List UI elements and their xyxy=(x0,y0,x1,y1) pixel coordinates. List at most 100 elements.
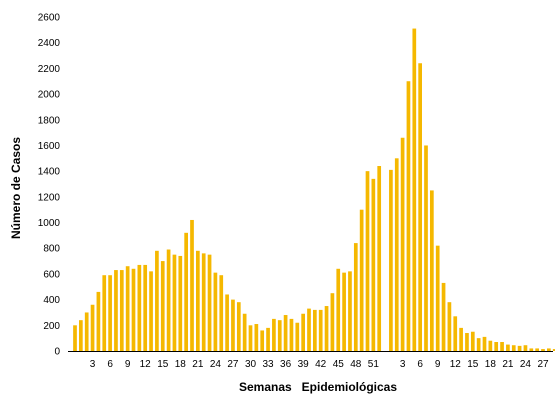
bar xyxy=(207,254,212,351)
bar xyxy=(371,178,376,351)
bar xyxy=(430,190,434,351)
y-tick-label: 400 xyxy=(43,295,60,306)
bar xyxy=(523,345,528,351)
bar xyxy=(529,348,534,351)
x-tick-label: 3 xyxy=(400,359,406,370)
x-tick-label: 12 xyxy=(140,359,152,370)
bar xyxy=(365,171,370,351)
bar xyxy=(295,322,300,351)
bar xyxy=(125,266,130,351)
y-tick-label: 1000 xyxy=(38,218,61,229)
bar xyxy=(231,299,235,351)
y-tick-label: 1400 xyxy=(38,167,61,178)
bar xyxy=(412,28,417,352)
bar xyxy=(441,282,446,351)
x-tick-label: 27 xyxy=(227,359,239,370)
y-tick-label: 200 xyxy=(43,321,60,332)
bar xyxy=(418,63,422,351)
bar xyxy=(359,209,364,351)
x-tick-label: 18 xyxy=(485,359,497,370)
x-tick-label: 36 xyxy=(280,359,292,370)
bar xyxy=(547,348,551,351)
bar xyxy=(190,219,194,351)
bar xyxy=(447,302,452,351)
bar xyxy=(225,294,229,351)
bar xyxy=(119,270,124,351)
y-tick-label: 2400 xyxy=(38,38,61,49)
bar xyxy=(424,145,428,351)
bar xyxy=(137,264,142,351)
bar xyxy=(266,327,270,351)
bar xyxy=(482,336,487,351)
bar xyxy=(330,293,335,351)
bar xyxy=(377,166,382,351)
bar xyxy=(506,344,510,351)
x-tick-label: 9 xyxy=(435,359,441,370)
x-tick-label: 51 xyxy=(368,359,380,370)
x-tick-label: 24 xyxy=(520,359,532,370)
y-tick-label: 2000 xyxy=(38,90,61,101)
bar xyxy=(394,158,399,351)
bar xyxy=(84,312,89,351)
y-tick-label: 0 xyxy=(54,347,60,358)
x-tick-label: 3 xyxy=(90,359,96,370)
x-tick-label: 30 xyxy=(245,359,257,370)
x-tick-label: 15 xyxy=(467,359,479,370)
bar xyxy=(459,327,463,351)
bar xyxy=(353,243,358,351)
y-axis-title: Número de Casos xyxy=(9,137,23,239)
bar xyxy=(184,232,188,351)
bar xyxy=(254,324,259,351)
bar xyxy=(494,342,499,351)
bar xyxy=(307,308,311,351)
bar xyxy=(400,137,405,351)
bar xyxy=(149,271,153,351)
bar xyxy=(389,169,393,351)
bar xyxy=(96,291,101,351)
bar xyxy=(289,318,294,351)
bar xyxy=(541,349,545,351)
y-tick-label: 1600 xyxy=(38,141,61,152)
bar xyxy=(219,275,224,351)
x-tick-label: 6 xyxy=(417,359,423,370)
bar xyxy=(348,271,352,351)
bar xyxy=(272,318,276,351)
bar xyxy=(324,306,329,351)
bar xyxy=(453,316,458,351)
x-tick-label: 21 xyxy=(502,359,514,370)
x-tick-label: 21 xyxy=(192,359,204,370)
bar xyxy=(517,345,522,351)
x-tick-label: 24 xyxy=(210,359,222,370)
bar xyxy=(342,272,346,351)
bar xyxy=(196,250,200,351)
bar xyxy=(143,264,148,351)
bar xyxy=(114,270,118,351)
x-axis-title: Semanas Epidemiológicas xyxy=(239,380,397,394)
y-tick-label: 2200 xyxy=(38,64,61,75)
bar xyxy=(172,254,177,351)
bar xyxy=(79,320,83,351)
y-tick-label: 800 xyxy=(43,244,60,255)
bar xyxy=(131,268,136,351)
bar xyxy=(155,250,159,351)
bar xyxy=(102,275,107,351)
bar xyxy=(336,268,341,351)
bar xyxy=(465,333,469,351)
x-tick-label: 12 xyxy=(450,359,462,370)
bar xyxy=(406,81,411,351)
bar xyxy=(318,309,323,351)
y-tick-label: 1800 xyxy=(38,115,61,126)
bar xyxy=(73,325,77,351)
bar xyxy=(166,249,171,351)
bar xyxy=(213,272,218,351)
y-tick-label: 1200 xyxy=(38,192,61,203)
x-tick-label: 45 xyxy=(333,359,345,370)
bar xyxy=(488,340,493,351)
bar xyxy=(435,245,440,351)
bar xyxy=(470,331,475,351)
bar xyxy=(511,345,516,351)
x-tick-label: 42 xyxy=(315,359,327,370)
bar xyxy=(476,338,481,351)
x-tick-label: 48 xyxy=(350,359,362,370)
